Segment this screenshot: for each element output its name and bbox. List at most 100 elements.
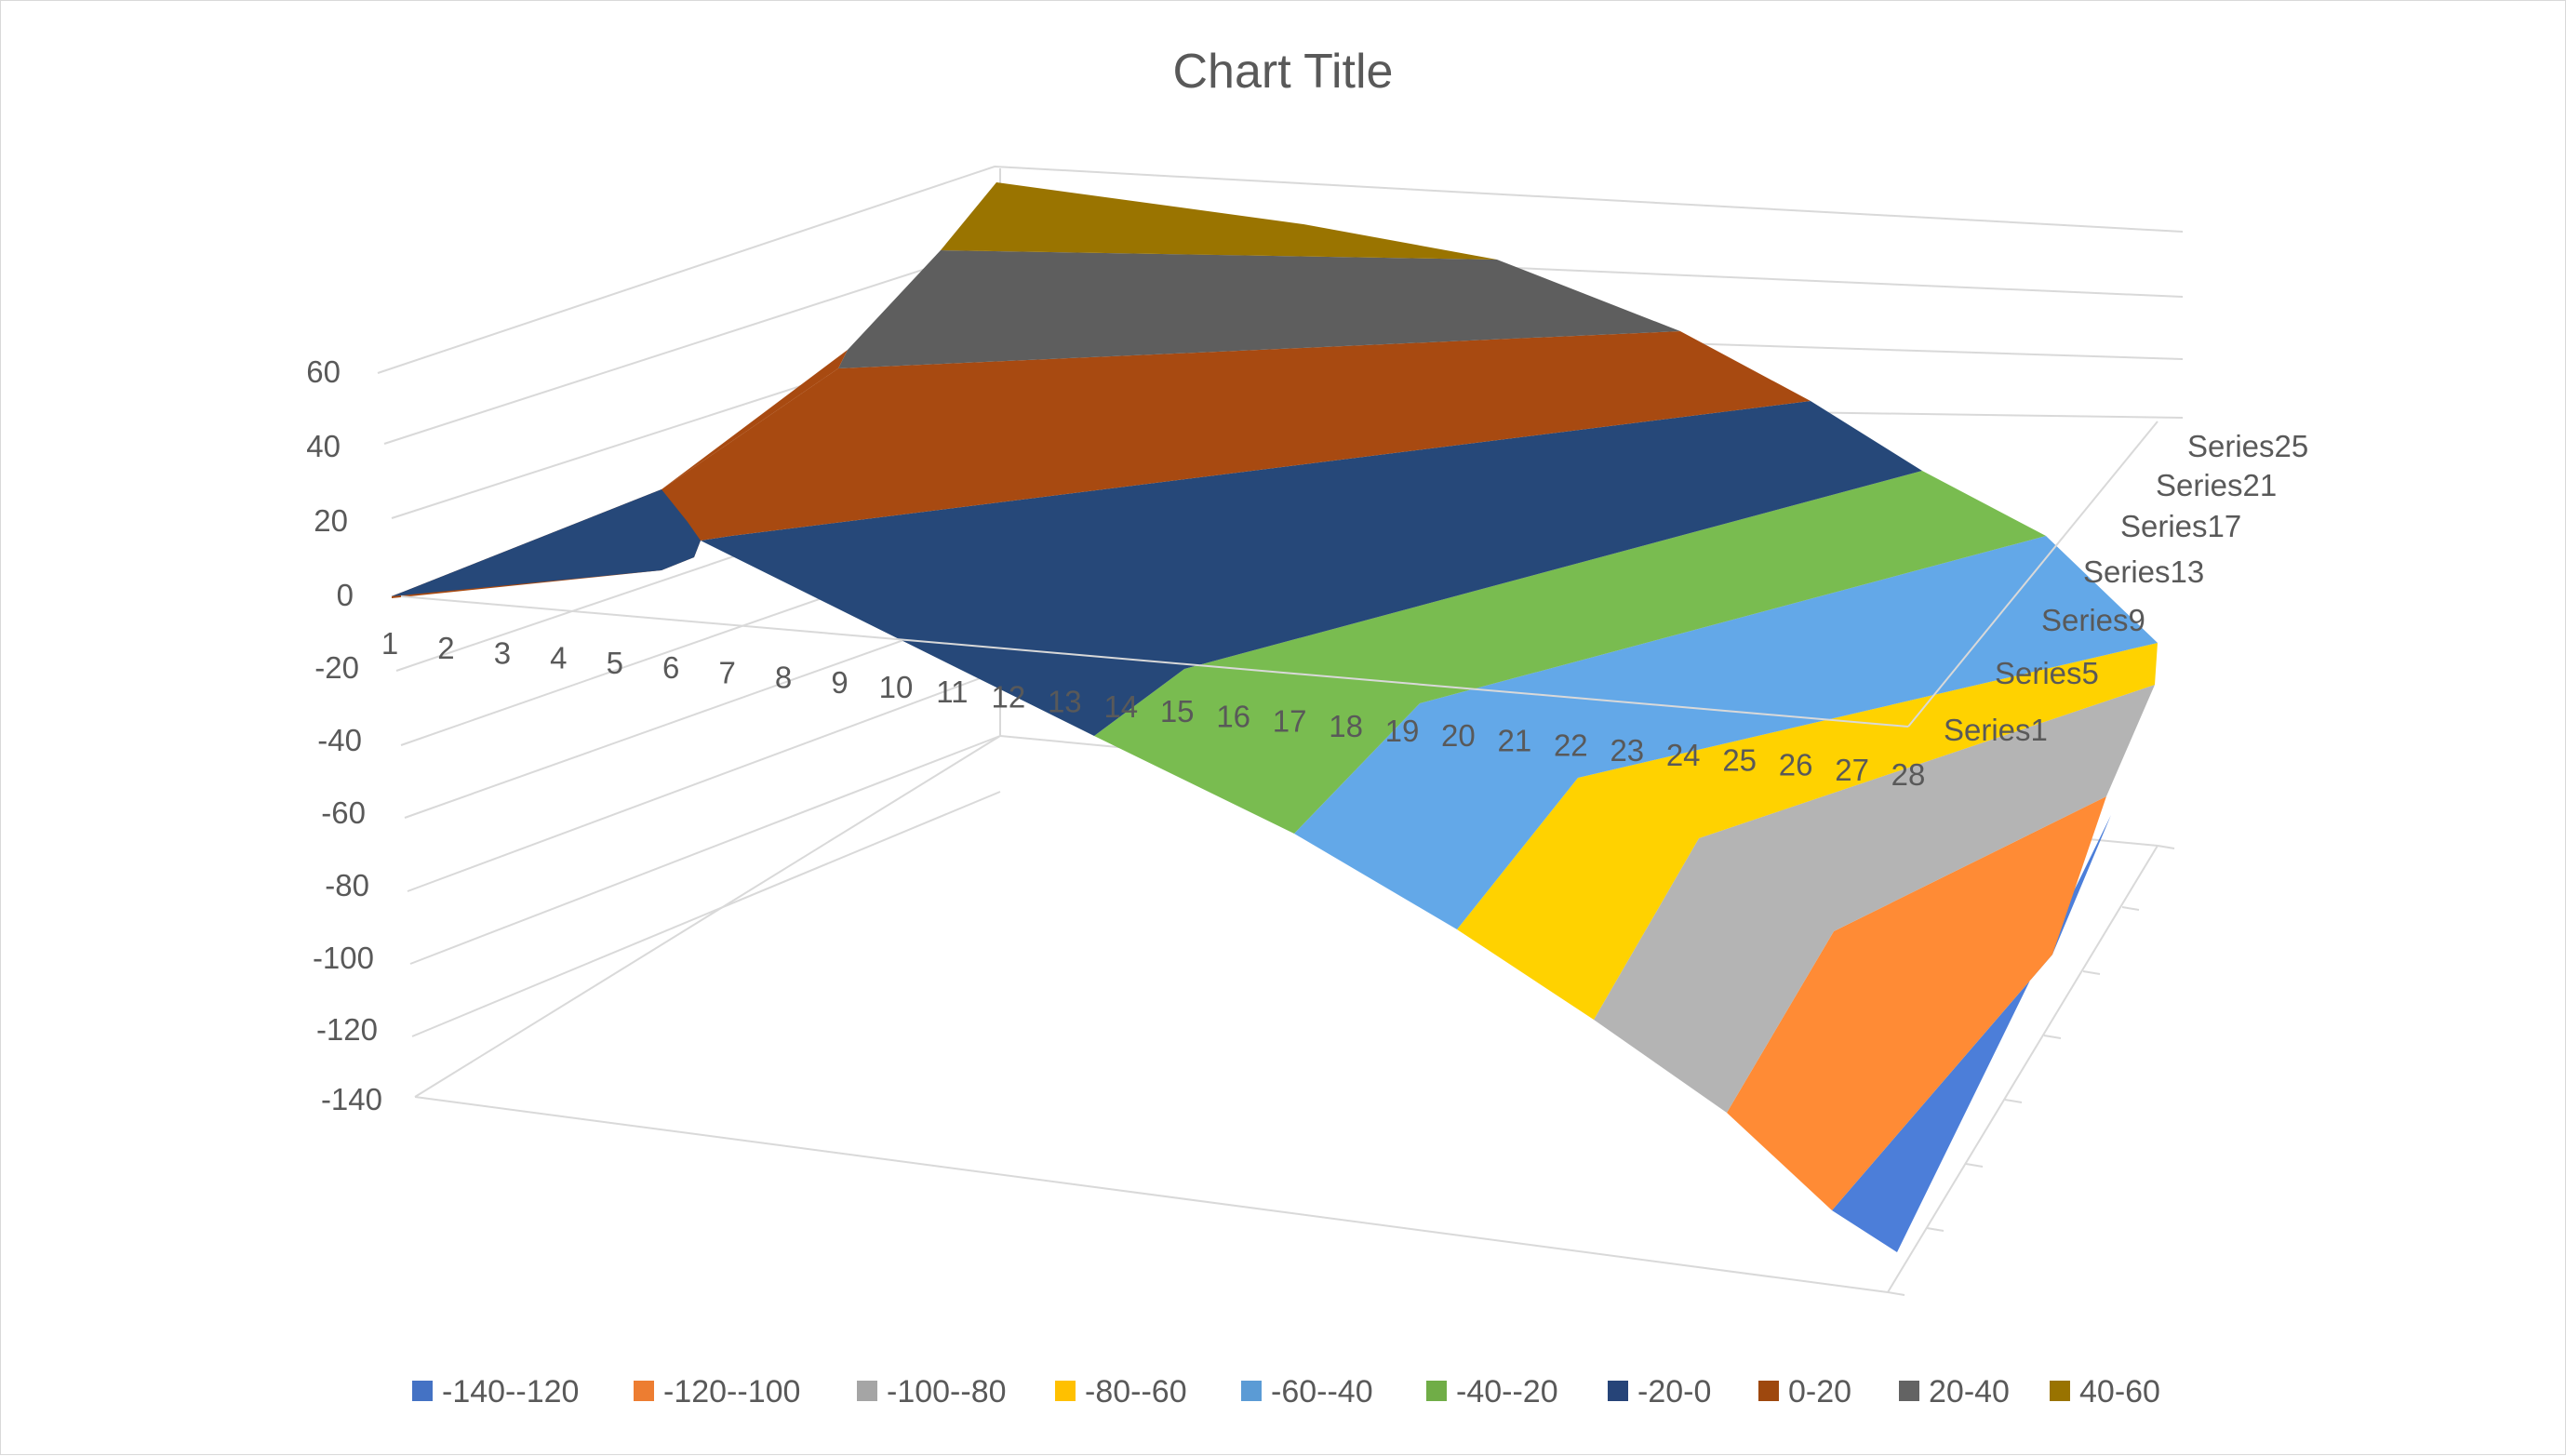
legend-swatch [1899, 1381, 1919, 1401]
series-axis-line [1907, 421, 2158, 728]
category-tick-label: 4 [550, 641, 567, 675]
legend-label: -80--60 [1085, 1374, 1187, 1409]
legend-swatch [1758, 1381, 1779, 1401]
category-tick-label: 28 [1891, 757, 1926, 792]
band-m40-m20 [1094, 471, 2046, 834]
band-m60-m40 [1294, 536, 2158, 929]
legend-label: -40--20 [1456, 1374, 1558, 1409]
category-axis-labels: 1 2 3 4 5 6 7 8 9 10 11 12 13 14 15 16 17 18 19 20 21 22 23 24 2… [381, 626, 1926, 792]
legend-item: -60--40 [1241, 1374, 1373, 1409]
legend-item: -120--100 [634, 1374, 800, 1409]
z-tick-label: 60 [306, 354, 341, 389]
category-tick-label: 22 [1554, 728, 1588, 763]
category-tick-label: 27 [1835, 753, 1869, 787]
band-0-20-peak [662, 350, 848, 489]
legend-item: -100--80 [857, 1374, 1007, 1409]
band-m80-m60 [1457, 643, 2158, 1020]
z-tick-label: -140 [321, 1082, 382, 1116]
series-label: Series13 [2083, 554, 2204, 589]
legend-label: -20-0 [1637, 1374, 1711, 1409]
legend-swatch [634, 1381, 654, 1401]
category-tick-label: 7 [719, 655, 736, 689]
category-tick-label: 13 [1048, 685, 1082, 719]
gridline-m80 [407, 670, 1001, 892]
legend: -140--120 -120--100 -100--80 -80--60 -60--40… [412, 1374, 2160, 1409]
floor-front-edge [414, 1096, 1889, 1293]
category-tick-label: 26 [1779, 748, 1813, 782]
legend-swatch [412, 1381, 433, 1401]
category-tick-label: 20 [1441, 718, 1476, 753]
z-tick-label: -40 [317, 723, 362, 757]
z-tick-label: -100 [313, 941, 374, 975]
legend-label: 20-40 [1929, 1374, 2010, 1409]
legend-label: -100--80 [887, 1374, 1007, 1409]
band-m100-m80 [1594, 685, 2155, 1113]
category-tick-label: 25 [1722, 742, 1757, 777]
z-tick-label: 40 [306, 429, 341, 463]
legend-item: 20-40 [1899, 1374, 2010, 1409]
legend-swatch [857, 1381, 877, 1401]
series-label: Series9 [2041, 603, 2145, 637]
legend-label: 40-60 [2079, 1374, 2160, 1409]
floor-side-edge [1887, 845, 2158, 1293]
band-m140-m120 [1832, 815, 2111, 1252]
category-tick-label: 3 [494, 635, 511, 670]
series-axis-labels: Series1 Series5 Series9 Series13 Series1… [1944, 429, 2308, 747]
legend-item: -40--20 [1426, 1374, 1558, 1409]
series-label: Series21 [2156, 468, 2277, 502]
category-tick-label: 6 [662, 650, 679, 685]
band-40-60 [941, 182, 1497, 260]
category-tick-label: 16 [1216, 699, 1250, 733]
category-tick-label: 5 [607, 646, 623, 680]
category-tick-label: 14 [1103, 689, 1138, 724]
z-axis-labels: 60 40 20 0 -20 -40 -60 -80 -100 -120 -14… [306, 354, 382, 1116]
legend-item: 40-60 [2050, 1374, 2160, 1409]
legend-label: 0-20 [1788, 1374, 1851, 1409]
z-tick-label: 20 [314, 503, 348, 538]
category-tick-label: 9 [831, 665, 848, 700]
category-tick-label: 8 [775, 661, 792, 695]
category-tick-label: 21 [1498, 723, 1532, 757]
category-tick-label: 11 [936, 675, 968, 709]
legend-item: -20-0 [1608, 1374, 1711, 1409]
gridline-m120 [411, 791, 1001, 1037]
z-tick-label: -80 [325, 868, 369, 902]
surface [392, 182, 2158, 1252]
gridline-60 [377, 165, 2184, 374]
series-label: Series5 [1995, 656, 2099, 690]
legend-swatch [1055, 1381, 1076, 1401]
legend-swatch [1426, 1381, 1447, 1401]
legend-swatch [2050, 1381, 2070, 1401]
legend-item: -140--120 [412, 1374, 579, 1409]
category-axis-line [400, 595, 1909, 728]
category-tick-label: 2 [437, 631, 454, 665]
category-tick-label: 1 [381, 626, 398, 661]
category-tick-label: 18 [1329, 709, 1363, 743]
z-tick-label: -60 [321, 795, 366, 830]
legend-label: -120--100 [663, 1374, 800, 1409]
band-m20-0-lower [701, 401, 1922, 736]
legend-swatch [1241, 1381, 1262, 1401]
series-label: Series25 [2187, 429, 2308, 463]
z-tick-label: 0 [337, 578, 354, 612]
band-0-20-lower [392, 331, 1811, 598]
legend-label: -140--120 [442, 1374, 579, 1409]
z-tick-label: -120 [316, 1012, 378, 1047]
legend-item: 0-20 [1758, 1374, 1851, 1409]
gridline-m60 [404, 605, 1001, 819]
gridline-m140 [414, 735, 1001, 1098]
category-tick-label: 15 [1160, 694, 1195, 728]
band-m20-0-upper [392, 489, 701, 596]
series-label: Series17 [2120, 509, 2241, 543]
category-tick-label: 17 [1273, 704, 1307, 739]
band-20-40 [838, 250, 1680, 368]
chart-title: Chart Title [1173, 45, 1394, 99]
z-tick-label: -20 [314, 650, 359, 685]
category-tick-label: 24 [1666, 738, 1701, 772]
series-label: Series1 [1944, 713, 2048, 747]
band-m120-m100 [1727, 796, 2106, 1210]
floor-side-ticks [1887, 845, 2175, 1296]
category-tick-label: 23 [1610, 733, 1644, 768]
category-tick-label: 10 [879, 670, 914, 704]
